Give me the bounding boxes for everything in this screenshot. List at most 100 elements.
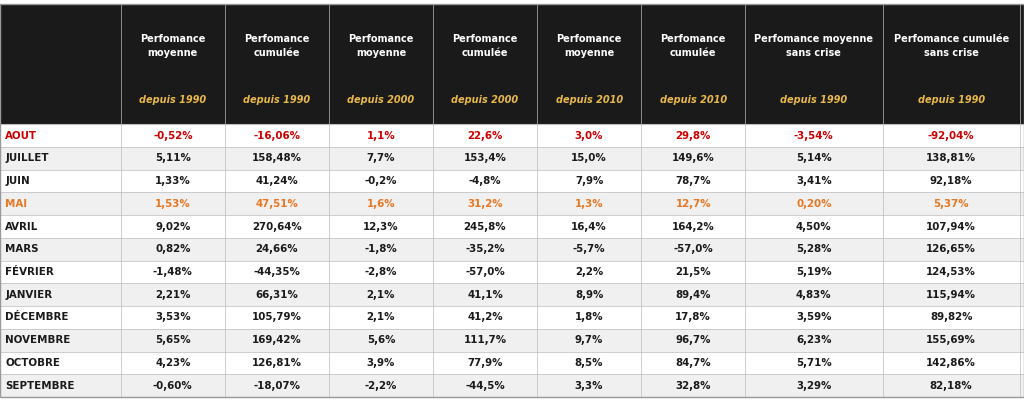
- Bar: [0, 215, 1024, 238]
- Bar: [0, 147, 1024, 170]
- Bar: [0, 124, 1024, 147]
- Text: 138,81%: 138,81%: [926, 154, 976, 163]
- Text: FÉVRIER: FÉVRIER: [5, 267, 54, 277]
- Text: 3,9%: 3,9%: [367, 358, 395, 368]
- Text: -0,52%: -0,52%: [153, 131, 193, 141]
- Text: depuis 1990: depuis 1990: [780, 95, 848, 105]
- Text: 153,4%: 153,4%: [464, 154, 507, 163]
- Text: 21,5%: 21,5%: [676, 267, 711, 277]
- Text: 41,24%: 41,24%: [256, 176, 298, 186]
- Text: 9,02%: 9,02%: [156, 222, 190, 231]
- Text: NOVEMBRE: NOVEMBRE: [5, 335, 71, 345]
- Bar: [0, 261, 1024, 284]
- Text: 32,8%: 32,8%: [676, 381, 711, 391]
- Text: -1,48%: -1,48%: [153, 267, 193, 277]
- Text: Perfomance
moyenne: Perfomance moyenne: [556, 34, 622, 58]
- Text: Perfomance
moyenne: Perfomance moyenne: [348, 34, 414, 58]
- Text: -44,5%: -44,5%: [465, 381, 505, 391]
- Text: -18,07%: -18,07%: [253, 381, 300, 391]
- Text: 1,33%: 1,33%: [155, 176, 190, 186]
- Text: 3,53%: 3,53%: [155, 312, 190, 322]
- Text: 8,5%: 8,5%: [574, 358, 603, 368]
- Text: -35,2%: -35,2%: [465, 244, 505, 254]
- Text: 84,7%: 84,7%: [676, 358, 711, 368]
- Text: 5,37%: 5,37%: [934, 199, 969, 209]
- Text: 111,7%: 111,7%: [464, 335, 507, 345]
- Text: Perfomance
moyenne: Perfomance moyenne: [140, 34, 206, 58]
- Text: 41,2%: 41,2%: [467, 312, 503, 322]
- Text: 3,29%: 3,29%: [797, 381, 831, 391]
- Text: -0,60%: -0,60%: [153, 381, 193, 391]
- Text: 149,6%: 149,6%: [672, 154, 715, 163]
- Text: 5,14%: 5,14%: [796, 154, 831, 163]
- Text: 78,7%: 78,7%: [676, 176, 711, 186]
- Text: 2,1%: 2,1%: [367, 312, 395, 322]
- Text: -4,8%: -4,8%: [469, 176, 502, 186]
- Text: 77,9%: 77,9%: [467, 358, 503, 368]
- Text: MAI: MAI: [5, 199, 28, 209]
- Text: 1,53%: 1,53%: [155, 199, 190, 209]
- Text: 5,71%: 5,71%: [796, 358, 831, 368]
- Text: OCTOBRE: OCTOBRE: [5, 358, 60, 368]
- Text: 1,6%: 1,6%: [367, 199, 395, 209]
- Text: 3,0%: 3,0%: [574, 131, 603, 141]
- Text: SEPTEMBRE: SEPTEMBRE: [5, 381, 75, 391]
- Bar: [0, 4, 1024, 124]
- Text: AVRIL: AVRIL: [5, 222, 39, 231]
- Text: Perfomance cumulée
sans crise: Perfomance cumulée sans crise: [894, 34, 1009, 58]
- Text: 12,7%: 12,7%: [676, 199, 711, 209]
- Text: 4,50%: 4,50%: [796, 222, 831, 231]
- Text: -16,06%: -16,06%: [253, 131, 300, 141]
- Text: 2,2%: 2,2%: [574, 267, 603, 277]
- Text: depuis 2000: depuis 2000: [452, 95, 518, 105]
- Bar: [0, 238, 1024, 261]
- Text: 126,81%: 126,81%: [252, 358, 302, 368]
- Text: 107,94%: 107,94%: [927, 222, 976, 231]
- Text: 22,6%: 22,6%: [467, 131, 503, 141]
- Text: depuis 2010: depuis 2010: [659, 95, 727, 105]
- Text: 105,79%: 105,79%: [252, 312, 302, 322]
- Text: 12,3%: 12,3%: [364, 222, 398, 231]
- Text: 5,65%: 5,65%: [155, 335, 190, 345]
- Text: AOUT: AOUT: [5, 131, 37, 141]
- Text: 89,82%: 89,82%: [930, 312, 973, 322]
- Text: 0,20%: 0,20%: [796, 199, 831, 209]
- Text: depuis 2010: depuis 2010: [556, 95, 623, 105]
- Text: 96,7%: 96,7%: [676, 335, 711, 345]
- Text: 3,3%: 3,3%: [574, 381, 603, 391]
- Bar: [0, 192, 1024, 215]
- Text: -3,54%: -3,54%: [794, 131, 834, 141]
- Text: 270,64%: 270,64%: [252, 222, 302, 231]
- Text: DÉCEMBRE: DÉCEMBRE: [5, 312, 69, 322]
- Text: MARS: MARS: [5, 244, 39, 254]
- Text: depuis 2000: depuis 2000: [347, 95, 415, 105]
- Text: 47,51%: 47,51%: [255, 199, 298, 209]
- Text: -0,2%: -0,2%: [365, 176, 397, 186]
- Bar: [0, 306, 1024, 329]
- Text: depuis 1990: depuis 1990: [244, 95, 310, 105]
- Text: -57,0%: -57,0%: [465, 267, 505, 277]
- Text: 6,23%: 6,23%: [796, 335, 831, 345]
- Text: Perfomance
cumulée: Perfomance cumulée: [453, 34, 518, 58]
- Text: 5,19%: 5,19%: [796, 267, 831, 277]
- Text: 2,21%: 2,21%: [155, 290, 190, 300]
- Bar: [0, 352, 1024, 374]
- Text: 155,69%: 155,69%: [927, 335, 976, 345]
- Text: 66,31%: 66,31%: [255, 290, 298, 300]
- Bar: [0, 170, 1024, 192]
- Text: -57,0%: -57,0%: [674, 244, 713, 254]
- Text: 7,7%: 7,7%: [367, 154, 395, 163]
- Text: 17,8%: 17,8%: [675, 312, 711, 322]
- Text: JUILLET: JUILLET: [5, 154, 48, 163]
- Text: JUIN: JUIN: [5, 176, 30, 186]
- Text: 7,9%: 7,9%: [574, 176, 603, 186]
- Text: 4,23%: 4,23%: [155, 358, 190, 368]
- Text: 92,18%: 92,18%: [930, 176, 973, 186]
- Bar: [0, 374, 1024, 397]
- Bar: [0, 329, 1024, 352]
- Text: 124,53%: 124,53%: [927, 267, 976, 277]
- Text: 2,1%: 2,1%: [367, 290, 395, 300]
- Text: 15,0%: 15,0%: [571, 154, 607, 163]
- Text: 5,6%: 5,6%: [367, 335, 395, 345]
- Text: -2,2%: -2,2%: [365, 381, 397, 391]
